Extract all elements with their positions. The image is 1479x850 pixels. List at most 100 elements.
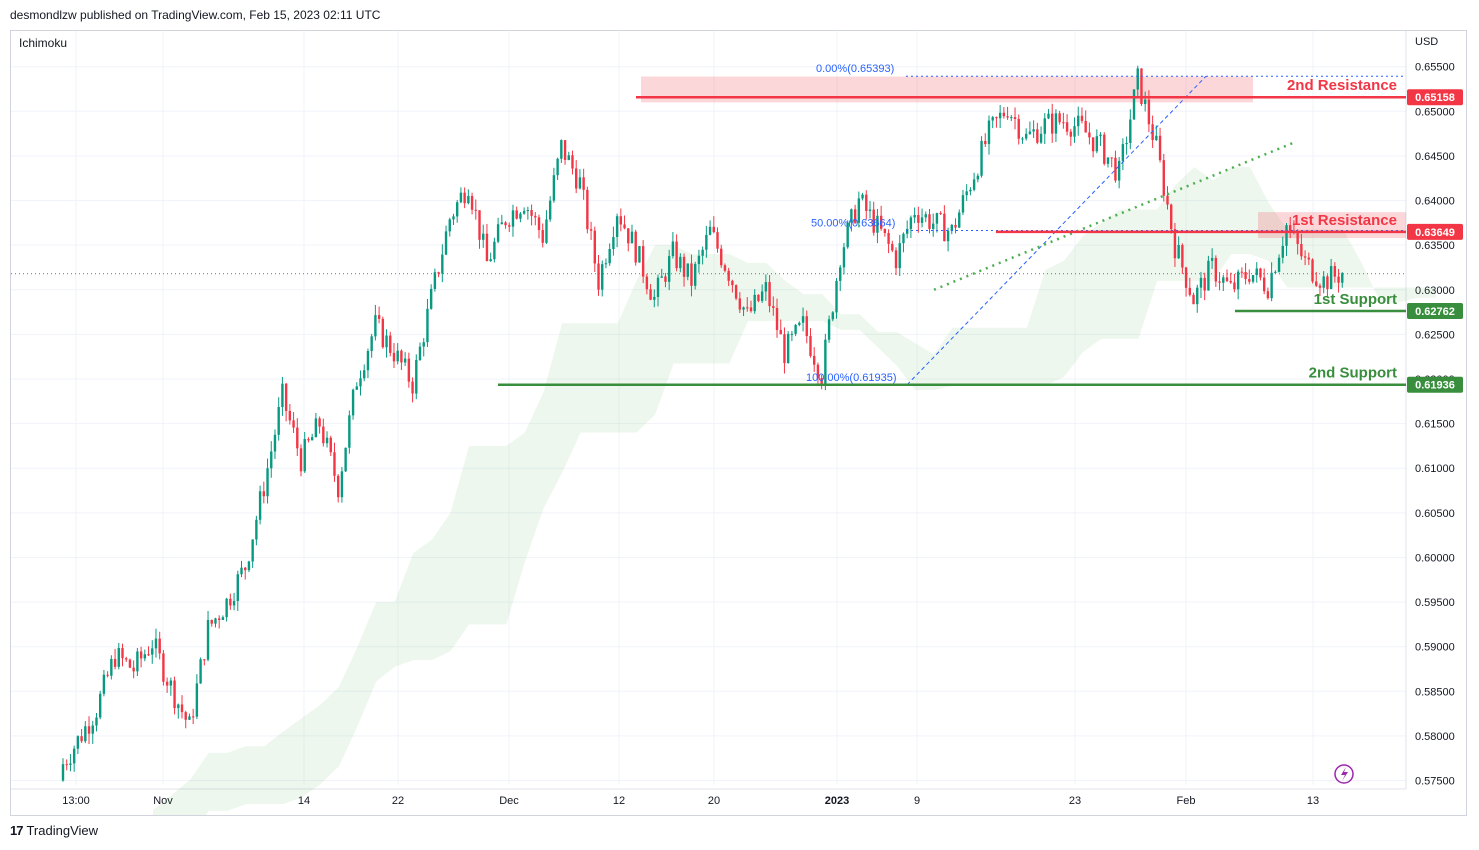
candle-body (65, 764, 68, 766)
candle-body (865, 194, 868, 211)
candle-body (355, 386, 358, 390)
candle-body (548, 200, 552, 220)
candle-body (69, 763, 72, 765)
level-price-tag-text: 0.61936 (1415, 380, 1455, 392)
candle-body (1259, 268, 1262, 278)
candle-body (1315, 281, 1318, 286)
candle-body (522, 210, 526, 214)
candle-body (649, 289, 652, 300)
level-price-tag (1407, 223, 1463, 240)
x-tick-label: 13:00 (62, 795, 90, 807)
candle-body (998, 112, 1002, 119)
candle-body (1065, 122, 1069, 132)
candle-body (645, 276, 649, 290)
candle-body (861, 194, 864, 199)
candle-body (344, 447, 347, 472)
candle-body (87, 726, 91, 734)
candle-body (824, 339, 827, 385)
level-label: 2nd Resistance (1287, 77, 1397, 94)
chart-panel[interactable]: 0.65500 0.65000 0.64500 0.64000 0.63500 0.630… (10, 30, 1467, 816)
candle-body (760, 291, 764, 301)
price-chart[interactable]: 0.65500 0.65000 0.64500 0.64000 0.63500 0.630… (11, 31, 1466, 815)
candle-body (366, 351, 370, 371)
y-tick-label: 0.65500 (1415, 62, 1455, 74)
candle-body (266, 468, 269, 497)
x-tick-label: 12 (613, 795, 625, 807)
y-tick-label: 0.63000 (1415, 285, 1455, 297)
candle-body (314, 418, 318, 438)
candle-body (1047, 113, 1050, 119)
candle-body (154, 638, 158, 649)
candle-body (991, 117, 994, 121)
candle-body (671, 241, 675, 257)
candle-body (336, 475, 340, 498)
candle-body (567, 155, 570, 160)
candle-body (764, 282, 768, 292)
candle-body (403, 358, 407, 363)
candle-body (623, 224, 626, 229)
y-tick-label: 0.60000 (1415, 552, 1455, 564)
candle-body (1214, 257, 1218, 282)
candle-body (928, 214, 931, 229)
candle-body (1095, 136, 1099, 152)
candle-body (418, 346, 422, 360)
candle-body (980, 140, 983, 176)
candle-body (188, 716, 191, 720)
candle-body (318, 418, 321, 427)
candle-body (939, 213, 942, 215)
candle-body (370, 336, 373, 352)
candle-body (415, 359, 418, 394)
candle-body (1091, 137, 1095, 152)
candle-body (1032, 129, 1035, 132)
candle-body (322, 426, 325, 444)
y-tick-label: 0.60500 (1415, 508, 1455, 520)
candle-body (850, 209, 853, 223)
candle-body (277, 407, 280, 435)
candle-body (273, 434, 277, 452)
candle-body (281, 383, 284, 408)
candle-body (898, 243, 901, 269)
candle-body (753, 294, 756, 312)
candle-body (240, 567, 243, 575)
candle-body (694, 264, 697, 286)
candle-body (868, 209, 872, 211)
candle-body (805, 316, 808, 337)
y-tick-label: 0.64000 (1415, 196, 1455, 208)
level-price-tag-text: 0.62762 (1415, 306, 1455, 318)
tradingview-logo-icon: 17 (10, 823, 24, 838)
candle-body (448, 219, 451, 232)
candle-body (738, 298, 742, 310)
candle-body (682, 256, 686, 277)
candle-body (1270, 272, 1273, 299)
y-tick-label: 0.64500 (1415, 151, 1455, 163)
candle-body (80, 736, 83, 742)
fib-trendline (906, 75, 1207, 386)
candle-body (225, 598, 228, 618)
candle-body (1225, 277, 1229, 281)
candle-body (1058, 113, 1061, 123)
candle-body (723, 265, 727, 271)
candle-body (1240, 271, 1244, 273)
candle-body (731, 280, 734, 286)
candle-body (493, 241, 496, 260)
candle-body (158, 638, 161, 654)
candle-body (932, 223, 935, 229)
candle-body (128, 659, 132, 668)
candle-body (1303, 256, 1307, 258)
candle-body (519, 213, 522, 219)
candle-body (411, 381, 414, 394)
candle-body (429, 288, 433, 309)
candle-body (813, 355, 816, 365)
candle-body (1114, 157, 1117, 181)
candle-body (195, 683, 199, 717)
candle-body (1181, 244, 1184, 268)
y-tick-label: 0.58500 (1415, 686, 1455, 698)
candle-body (72, 748, 76, 764)
candle-body (679, 256, 682, 269)
candle-body (496, 224, 500, 242)
candle-body (541, 230, 544, 243)
candle-body (444, 231, 448, 255)
candle-body (1106, 157, 1110, 164)
candle-body (1010, 117, 1013, 119)
candle-body (329, 437, 332, 453)
